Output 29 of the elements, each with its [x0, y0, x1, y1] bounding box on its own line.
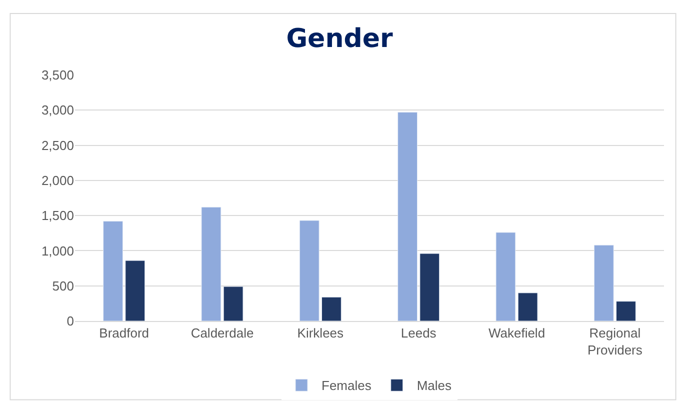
- bar: [398, 112, 418, 321]
- bar: [616, 301, 636, 321]
- bar: [496, 232, 516, 321]
- bar: [420, 253, 440, 321]
- bar: [103, 220, 124, 321]
- bar: [518, 292, 538, 321]
- x-tick-label: Wakefield: [488, 326, 546, 341]
- y-tick-label: 1,500: [41, 208, 74, 224]
- y-tick-label: 2,500: [41, 138, 74, 153]
- bar: [299, 220, 320, 321]
- y-tick-label: 3,500: [41, 68, 74, 83]
- bar: [125, 260, 146, 321]
- x-tick-label: Calderdale: [190, 326, 254, 341]
- bar: [321, 296, 342, 321]
- x-tick-label: Regional Providers: [587, 326, 643, 358]
- x-tick-label: Leeds: [400, 326, 437, 341]
- y-tick-label: 500: [52, 278, 74, 294]
- legend-label: Males: [416, 378, 452, 394]
- bar: [594, 244, 614, 321]
- x-tick-label: Kirklees: [297, 326, 344, 341]
- bar: [223, 286, 244, 321]
- y-tick-label: 3,000: [41, 102, 74, 118]
- y-tick-label: 1,000: [41, 243, 74, 258]
- y-tick-label: 0: [66, 314, 74, 329]
- bar: [201, 206, 222, 321]
- chart-title: Gender: [286, 24, 393, 54]
- legend-label: Females: [322, 378, 372, 394]
- x-tick-label: Bradford: [99, 326, 150, 341]
- y-tick-label: 2,000: [41, 172, 74, 188]
